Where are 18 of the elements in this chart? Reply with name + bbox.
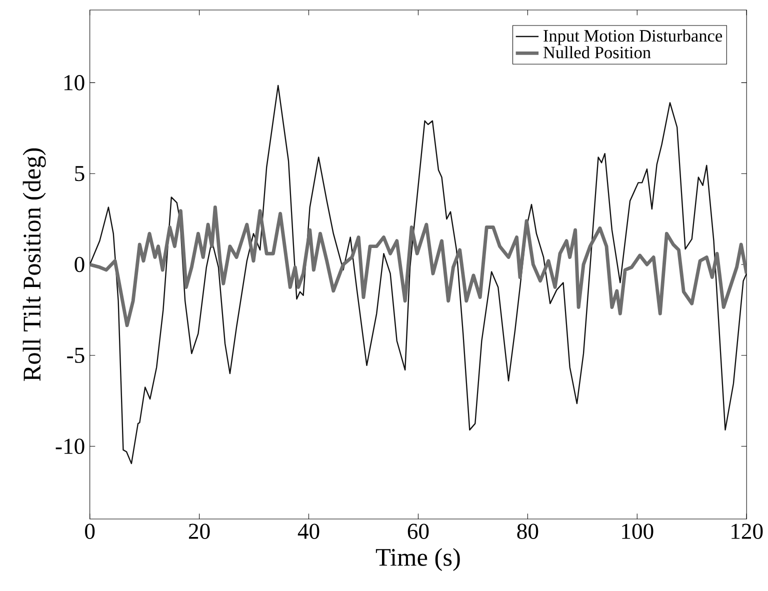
- y-tick-label: 10: [64, 75, 84, 90]
- y-tick-label: 5: [75, 166, 84, 182]
- y-tick-label: -10: [56, 438, 84, 454]
- x-tick-label: 60: [408, 524, 429, 540]
- y-tick-label: -5: [67, 348, 84, 363]
- x-axis-title: Time (s): [376, 548, 460, 572]
- x-tick-label: 120: [732, 524, 763, 540]
- line-series: [90, 84, 747, 464]
- x-tick-label: 0: [85, 524, 95, 540]
- x-tick-label: 80: [517, 524, 538, 540]
- line-series: [90, 206, 747, 328]
- legend-label: Input Motion Disturbance: [544, 30, 722, 46]
- x-tick-label: 100: [622, 524, 654, 540]
- y-axis-title: Roll Tilt Position (deg): [22, 148, 46, 382]
- x-tick-label: 20: [188, 524, 210, 540]
- legend-label: Nulled Position: [543, 46, 651, 58]
- x-tick-label: 40: [298, 524, 320, 540]
- y-tick-label: 0: [74, 256, 84, 272]
